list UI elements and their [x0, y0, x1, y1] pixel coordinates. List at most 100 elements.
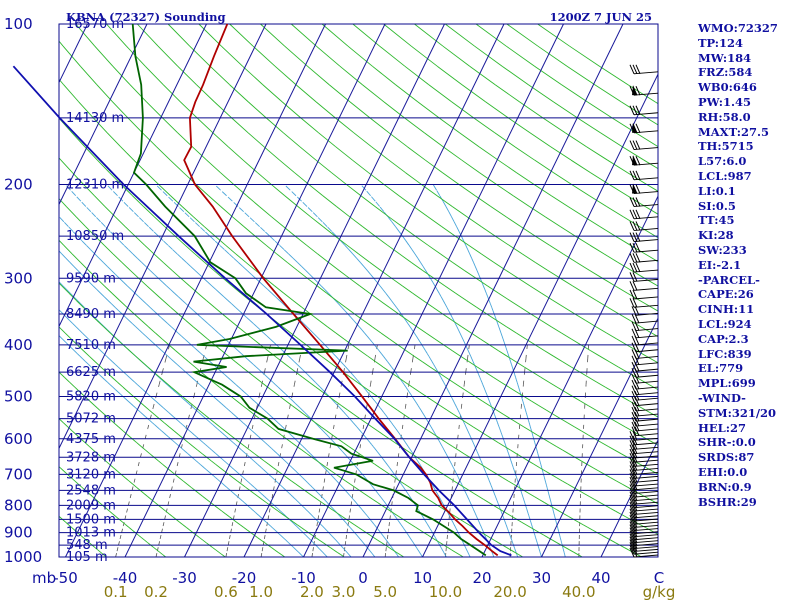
moist-adiabat-segment	[384, 460, 387, 463]
moist-adiabat-segment	[373, 523, 375, 526]
moist-adiabat-segment	[166, 195, 174, 202]
dry-adiabat-segment	[237, 480, 242, 485]
dry-adiabat-segment	[596, 299, 608, 308]
dry-adiabat-segment	[397, 376, 406, 383]
moist-adiabat-segment	[136, 257, 142, 263]
moist-adiabat-segment	[379, 285, 384, 290]
dry-adiabat-segment	[220, 172, 235, 185]
moist-adiabat-segment	[298, 551, 301, 554]
dry-adiabat-segment	[579, 371, 589, 378]
dry-adiabat-segment	[343, 338, 353, 346]
dry-adiabat-segment	[377, 430, 384, 436]
moist-adiabat-segment	[434, 366, 438, 370]
dry-adiabat-segment	[297, 409, 305, 415]
dry-adiabat-segment	[225, 513, 230, 518]
moist-adiabat-segment	[96, 289, 101, 294]
moist-adiabat-segment	[443, 553, 446, 555]
temperature-tick-label: 40	[591, 569, 610, 587]
dry-adiabat-segment	[148, 326, 156, 334]
dry-adiabat-segment	[171, 270, 182, 279]
dry-adiabat-segment	[516, 453, 523, 458]
dry-adiabat-segment	[368, 496, 374, 500]
mixing-ratio-segment	[364, 407, 367, 419]
moist-adiabat-segment	[451, 317, 455, 321]
moist-adiabat-segment	[454, 470, 457, 473]
moist-adiabat-segment	[354, 376, 358, 381]
dry-adiabat-segment	[374, 206, 390, 218]
moist-adiabat-segment	[389, 467, 392, 470]
moist-adiabat-segment	[305, 534, 308, 537]
moist-adiabat-segment	[111, 303, 116, 308]
wind-barb	[629, 155, 659, 166]
mixing-ratio-segment	[328, 448, 331, 458]
moist-adiabat-segment	[489, 303, 493, 308]
moist-adiabat-segment	[440, 499, 442, 502]
index-item: -WIND-	[698, 390, 746, 405]
dry-adiabat-segment	[80, 65, 98, 86]
dry-adiabat-segment	[307, 65, 330, 86]
parcel-profile	[12, 65, 512, 557]
mixing-ratio-segment	[167, 497, 171, 506]
mixing-ratio-segment	[116, 545, 119, 552]
mixing-ratio-segment	[230, 526, 233, 533]
dry-adiabat-segment	[389, 474, 396, 479]
dry-adiabat-segment	[158, 418, 165, 424]
moist-adiabat-segment	[326, 502, 329, 505]
dry-adiabat-segment	[362, 84, 385, 103]
dry-adiabat-segment	[124, 477, 130, 482]
moist-adiabat-segment	[497, 422, 499, 425]
dry-adiabat-segment	[326, 430, 333, 436]
dry-adiabat-segment	[350, 521, 355, 526]
moist-adiabat-segment	[448, 458, 451, 462]
dry-adiabat-segment	[443, 344, 453, 351]
mixing-ratio-segment	[249, 428, 253, 439]
dry-adiabat-segment	[476, 306, 488, 315]
moist-adiabat-segment	[237, 262, 244, 267]
moist-adiabat-segment	[98, 257, 104, 263]
moist-adiabat-segment	[126, 374, 130, 378]
moist-adiabat-segment	[358, 537, 361, 540]
mixing-ratio-segment	[454, 457, 457, 467]
dry-adiabat-segment	[452, 445, 459, 451]
dry-adiabat-segment	[93, 449, 98, 455]
dry-adiabat-segment	[224, 430, 231, 436]
moist-adiabat-segment	[402, 485, 404, 488]
moist-adiabat-segment	[66, 316, 70, 321]
dry-adiabat-segment	[578, 490, 585, 494]
dry-adiabat-segment	[538, 405, 547, 411]
mixing-ratio-segment	[447, 519, 450, 527]
moist-adiabat-segment	[491, 487, 493, 490]
moist-adiabat-segment	[296, 525, 299, 528]
moist-adiabat-segment	[345, 521, 347, 524]
moist-adiabat-segment	[478, 274, 481, 279]
moist-adiabat-segment	[502, 338, 505, 343]
moist-adiabat-segment	[480, 379, 483, 383]
moist-adiabat-segment	[275, 384, 279, 388]
moist-adiabat-segment	[442, 550, 445, 553]
dry-adiabat-segment	[410, 45, 438, 67]
moist-adiabat-segment	[286, 541, 289, 544]
dry-adiabat-segment	[535, 235, 550, 246]
dry-adiabat-segment	[562, 449, 569, 455]
moist-adiabat-segment	[456, 529, 458, 532]
mixing-ratio-segment	[135, 465, 139, 475]
moist-adiabat-segment	[248, 482, 252, 485]
dry-adiabat-segment	[141, 320, 149, 328]
dry-adiabat-segment	[451, 350, 461, 357]
dry-adiabat-segment	[242, 159, 258, 173]
dry-adiabat-segment	[398, 313, 409, 321]
dry-adiabat-segment	[229, 320, 239, 328]
moist-adiabat-segment	[164, 353, 169, 357]
moist-adiabat-segment	[411, 249, 416, 255]
moist-adiabat-segment	[437, 542, 440, 545]
mixing-ratio-segment	[158, 538, 161, 546]
moist-adiabat-segment	[117, 366, 122, 370]
dry-adiabat-segment	[486, 467, 493, 472]
moist-adiabat-segment	[439, 497, 441, 500]
moist-adiabat-segment	[357, 469, 361, 472]
dry-adiabat-segment	[399, 253, 412, 263]
moist-adiabat-segment	[375, 449, 378, 453]
moist-adiabat-segment	[240, 499, 243, 502]
mixing-ratio-segment	[345, 532, 348, 540]
mixing-ratio-segment	[514, 474, 517, 483]
